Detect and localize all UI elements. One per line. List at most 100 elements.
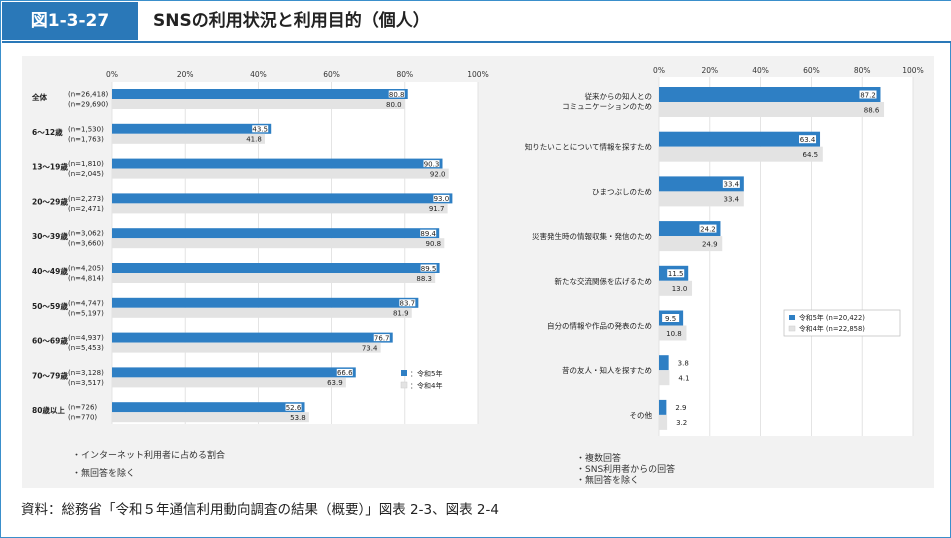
chart2-category-label: 昔の友人・知人を探すため	[562, 365, 652, 375]
chart1-sample-size: (n=2,273)	[68, 195, 104, 203]
chart1-sample-size: (n=2,045)	[68, 170, 104, 178]
chart1-bar-current	[112, 158, 443, 169]
chart1-legend-label-current: ：令和5年	[410, 369, 442, 378]
header-divider	[2, 41, 951, 43]
chart1-bar-current	[112, 367, 356, 378]
chart1-value-box	[420, 229, 437, 237]
chart1-category-label: 60～69歳	[32, 336, 68, 346]
chart1-bar-current	[112, 402, 305, 413]
chart2-bar-previous	[659, 325, 687, 341]
chart2-bar-previous	[659, 370, 670, 386]
figure-number-badge: 図1-3-27	[2, 2, 138, 40]
chart1-category-label: 50～59歳	[32, 301, 68, 311]
chart1-value-box	[433, 194, 450, 202]
chart1-sample-size: (n=1,530)	[68, 125, 104, 133]
chart2-category-label: 知りたいことについて情報を探すため	[525, 142, 652, 152]
charts-canvas: 0% 20% 40% 60% 80% 100% 全体 (n=26,418) (n=29,690)…	[31, 66, 924, 436]
chart2-value-label: 33.4	[724, 196, 740, 204]
chart2-value-label: 10.8	[666, 330, 682, 338]
chart2-legend-swatch-previous	[788, 325, 796, 332]
chart1-value-label: 73.4	[362, 344, 378, 352]
chart1-bar-current	[112, 193, 453, 204]
chart1-value-box	[420, 264, 437, 272]
chart2-value-label: 13.0	[672, 285, 688, 293]
chart2-legend-swatch-current	[789, 315, 795, 320]
chart1-value-box	[373, 334, 390, 342]
chart2-value-box	[699, 224, 717, 233]
right-note-2: ・SNS利用者からの回答	[576, 465, 676, 475]
chart1-value-box	[399, 299, 416, 307]
chart1-value-label: 63.9	[327, 379, 343, 387]
chart1-category-label: 6～12歳	[32, 127, 63, 137]
chart1-value-box	[252, 125, 269, 133]
chart1-category-label: 80歳以上	[32, 405, 65, 415]
chart1-sample-size: (n=2,471)	[68, 205, 104, 213]
chart1-bar-current	[112, 332, 393, 343]
chart2-tick-label: 40%	[752, 66, 769, 75]
chart2-bar-current	[659, 87, 881, 102]
chart1-bar-previous	[112, 168, 449, 179]
chart2-value-label: 63.4	[800, 136, 816, 144]
chart1-bar-previous	[112, 273, 436, 283]
chart1-sample-size: (n=1,810)	[68, 160, 104, 168]
chart1-bar-previous	[112, 99, 405, 109]
chart2-category-label: 従来からの知人との	[585, 91, 652, 101]
chart2-tick-label: 100%	[902, 66, 923, 75]
chart1-value-label: 91.7	[429, 205, 445, 213]
chart2-value-box	[662, 314, 680, 322]
chart1-value-label: 43.5	[252, 126, 268, 134]
chart1-value-label: 90.3	[424, 160, 440, 168]
chart1-value-label: 93.0	[434, 195, 450, 203]
chart1-sample-size: (n=1,763)	[68, 135, 104, 143]
chart1-bar-previous	[112, 203, 448, 214]
chart1-sample-size: (n=770)	[68, 414, 97, 422]
chart1-sample-size: (n=29,690)	[68, 101, 109, 109]
chart1-category-label: 70～79歳	[32, 370, 68, 380]
chart2-bar-previous	[659, 236, 723, 252]
chart2-bar-previous	[659, 146, 823, 162]
chart2-value-label: 33.4	[724, 181, 740, 189]
chart2-bar-current	[659, 176, 744, 192]
chart1-value-box	[285, 403, 302, 411]
chart1-tick-label: 0%	[106, 70, 118, 79]
chart2-category-label: 災害発生時の情報収集・発信のため	[532, 231, 652, 241]
figure-header: 図1-3-27 SNSの利用状況と利用目的（個人）	[1, 1, 951, 41]
chart2-category-label: ひまつぶしのため	[592, 187, 652, 196]
chart1-bar-previous	[112, 238, 445, 249]
chart2-legend-box	[783, 309, 901, 337]
chart1-value-label: 80.8	[389, 91, 405, 99]
chart2-legend-label-previous: 令和4年 (n=22,858)	[799, 324, 865, 333]
chart2-value-label: 11.5	[668, 270, 684, 278]
chart1-value-label: 89.5	[421, 265, 437, 273]
chart2-value-label: 88.6	[864, 106, 880, 114]
chart1-sample-size: (n=5,453)	[68, 344, 104, 352]
chart-panel: 0% 20% 40% 60% 80% 100% 全体 (n=26,418) (n=29,690)…	[22, 56, 934, 488]
chart2-plot-area	[659, 77, 913, 436]
chart2-legend-label-current: 令和5年 (n=20,422)	[799, 313, 865, 322]
chart1-sample-size: (n=4,205)	[68, 265, 104, 273]
chart2-bar-previous	[659, 191, 744, 207]
chart1-bar-previous	[112, 377, 346, 388]
chart2-category-label: コミュニケーションのため	[562, 102, 652, 111]
chart1-value-label: 41.8	[246, 136, 262, 144]
chart1-tick-label: 60%	[323, 70, 340, 79]
chart1-legend-swatch-current	[401, 370, 407, 376]
chart2-category-label: 新たな交流関係を広げるため	[555, 276, 653, 286]
chart2-bar-previous	[659, 102, 885, 117]
chart1-bar-current	[112, 263, 440, 273]
chart1-bar-previous	[112, 307, 412, 318]
chart1-category-label: 30～39歳	[32, 231, 68, 241]
chart1-tick-label: 80%	[396, 70, 413, 79]
chart2-value-box	[722, 179, 740, 188]
chart1-tick-label: 40%	[250, 70, 267, 79]
chart1-bar-previous	[112, 133, 265, 144]
chart1-sample-size: (n=26,418)	[68, 91, 109, 99]
chart1-value-label: 81.9	[393, 310, 409, 318]
chart2-value-label: 64.5	[803, 151, 819, 159]
figure-title: SNSの利用状況と利用目的（個人）	[153, 11, 430, 31]
chart2-value-label: 87.2	[860, 91, 876, 99]
chart2-category-label: その他	[630, 410, 653, 420]
chart1-value-label: 92.0	[430, 170, 446, 178]
chart1-value-label: 88.3	[416, 275, 432, 283]
